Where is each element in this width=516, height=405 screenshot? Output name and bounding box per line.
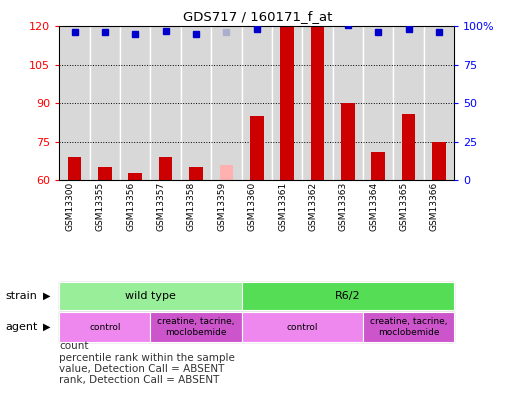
Text: count: count	[59, 341, 89, 351]
Bar	[241, 312, 363, 342]
Text: GSM13360: GSM13360	[248, 182, 257, 232]
Bar	[393, 26, 424, 180]
Text: creatine, tacrine,
moclobemide: creatine, tacrine, moclobemide	[370, 318, 447, 337]
Bar	[181, 26, 211, 180]
Text: GSM13357: GSM13357	[157, 182, 166, 232]
Bar	[241, 26, 272, 180]
Bar	[302, 26, 333, 180]
Bar	[151, 312, 241, 342]
Bar	[280, 26, 294, 180]
Text: wild type: wild type	[125, 291, 176, 301]
Bar	[68, 157, 82, 180]
Text: control: control	[286, 322, 318, 332]
Bar	[59, 312, 151, 342]
Bar	[151, 26, 181, 180]
Bar	[432, 142, 446, 180]
Bar	[128, 173, 142, 180]
Bar	[59, 282, 241, 310]
Text: GSM13358: GSM13358	[187, 182, 196, 232]
Text: R6/2: R6/2	[335, 291, 361, 301]
Text: GSM13359: GSM13359	[217, 182, 227, 232]
Bar	[272, 26, 302, 180]
Text: ▶: ▶	[43, 291, 50, 301]
Bar	[120, 26, 151, 180]
Bar	[363, 26, 393, 180]
Text: percentile rank within the sample: percentile rank within the sample	[59, 353, 235, 362]
Text: agent: agent	[5, 322, 38, 332]
Bar	[159, 157, 172, 180]
Bar	[241, 282, 454, 310]
Bar	[401, 113, 415, 180]
Bar	[424, 26, 454, 180]
Bar	[219, 165, 233, 180]
Bar	[98, 167, 112, 180]
Text: GSM13356: GSM13356	[126, 182, 135, 232]
Text: GSM13366: GSM13366	[430, 182, 439, 232]
Text: rank, Detection Call = ABSENT: rank, Detection Call = ABSENT	[59, 375, 219, 385]
Text: GSM13363: GSM13363	[339, 182, 348, 232]
Bar	[250, 116, 264, 180]
Bar	[333, 26, 363, 180]
Bar	[341, 103, 354, 180]
Bar	[59, 26, 90, 180]
Text: GSM13365: GSM13365	[399, 182, 409, 232]
Text: GSM13300: GSM13300	[66, 182, 74, 232]
Text: control: control	[89, 322, 121, 332]
Text: GSM13362: GSM13362	[309, 182, 317, 231]
Text: ▶: ▶	[43, 322, 50, 332]
Bar	[372, 152, 385, 180]
Bar	[311, 26, 324, 180]
Text: GSM13355: GSM13355	[96, 182, 105, 232]
Bar	[189, 167, 203, 180]
Text: GSM13361: GSM13361	[278, 182, 287, 232]
Text: creatine, tacrine,
moclobemide: creatine, tacrine, moclobemide	[157, 318, 235, 337]
Bar	[363, 312, 454, 342]
Bar	[211, 26, 241, 180]
Text: value, Detection Call = ABSENT: value, Detection Call = ABSENT	[59, 364, 224, 374]
Text: GDS717 / 160171_f_at: GDS717 / 160171_f_at	[183, 10, 333, 23]
Text: GSM13364: GSM13364	[369, 182, 378, 231]
Text: strain: strain	[5, 291, 37, 301]
Bar	[90, 26, 120, 180]
